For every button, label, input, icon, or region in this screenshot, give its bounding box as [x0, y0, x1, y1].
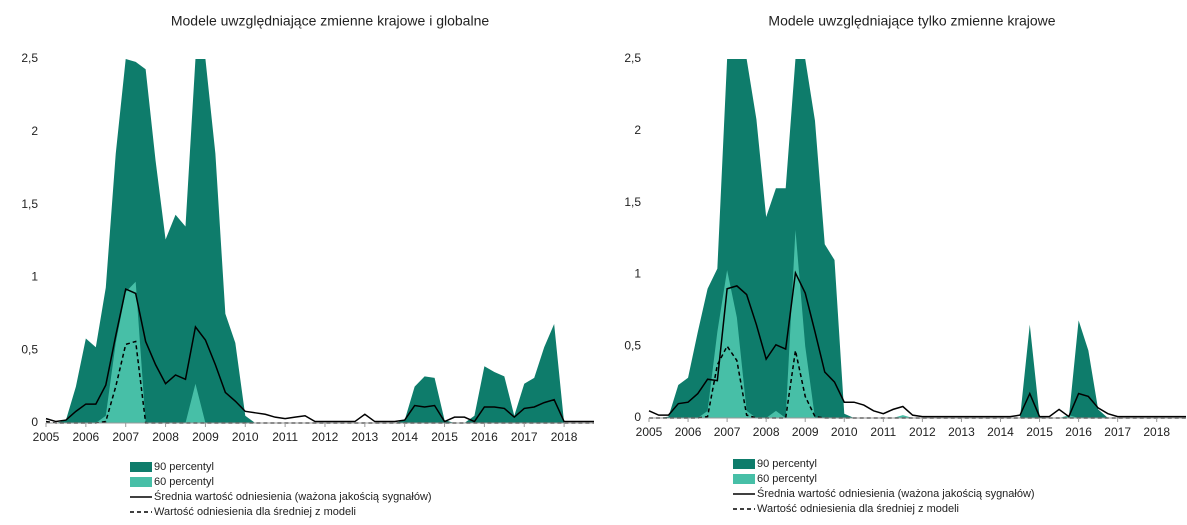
legend-swatch: [733, 474, 755, 484]
y-tick-label: 2,5: [21, 51, 38, 65]
x-tick-label: 2018: [551, 430, 578, 444]
legend-label: Średnia wartość odniesienia (ważona jako…: [757, 487, 1035, 500]
x-tick-label: 2009: [792, 425, 819, 439]
y-tick-label: 0: [31, 415, 38, 429]
legend-swatch: [130, 477, 152, 487]
area: [46, 59, 594, 423]
chart-title: Modele uwzględniające zmienne krajowe i …: [171, 13, 490, 29]
x-tick-label: 2012: [909, 425, 936, 439]
x-tick-label: 2010: [232, 430, 259, 444]
legend-label: 60 percentyl: [154, 476, 214, 488]
x-tick-label: 2016: [471, 430, 498, 444]
legend-label: Średnia wartość odniesienia (ważona jako…: [154, 490, 432, 503]
y-tick-label: 2: [634, 123, 641, 137]
y-tick-label: 2,5: [624, 51, 641, 65]
x-tick-label: 2006: [73, 430, 100, 444]
x-tick-label: 2009: [192, 430, 219, 444]
y-tick-label: 2: [31, 124, 38, 138]
x-tick-label: 2012: [312, 430, 339, 444]
y-tick-label: 0: [634, 410, 641, 424]
x-tick-label: 2016: [1065, 425, 1092, 439]
x-tick-label: 2006: [675, 425, 702, 439]
y-tick-label: 1: [31, 270, 38, 284]
legend-label: 60 percentyl: [757, 473, 817, 485]
x-tick-label: 2007: [112, 430, 139, 444]
x-tick-label: 2017: [511, 430, 538, 444]
x-tick-label: 2005: [636, 425, 663, 439]
x-tick-label: 2013: [351, 430, 378, 444]
x-tick-label: 2005: [33, 430, 60, 444]
y-tick-label: 0,5: [21, 342, 38, 356]
x-tick-label: 2014: [391, 430, 418, 444]
line: [45, 287, 594, 423]
legend-label: Wartość odniesienia dla średniej z model…: [154, 506, 356, 518]
y-tick-label: 1,5: [624, 195, 641, 209]
legend-label: 90 percentyl: [154, 461, 214, 473]
y-tick-label: 1: [634, 267, 641, 281]
x-tick-label: 2015: [431, 430, 458, 444]
line: [648, 270, 1186, 418]
x-tick-label: 2013: [948, 425, 975, 439]
x-tick-label: 2010: [831, 425, 858, 439]
chart-title: Modele uwzględniające tylko zmienne kraj…: [768, 13, 1055, 29]
legend-label: 90 percentyl: [757, 458, 817, 470]
x-tick-label: 2011: [272, 430, 298, 444]
y-tick-label: 1,5: [21, 197, 38, 211]
legend-label: Wartość odniesienia dla średniej z model…: [757, 503, 959, 515]
legend-swatch: [130, 462, 152, 472]
x-tick-label: 2018: [1143, 425, 1170, 439]
x-tick-label: 2008: [753, 425, 780, 439]
y-tick-label: 0,5: [624, 338, 641, 352]
legend-swatch: [733, 459, 755, 469]
area: [649, 59, 1186, 418]
x-tick-label: 2011: [870, 425, 896, 439]
area: [46, 281, 594, 423]
x-tick-label: 2014: [987, 425, 1014, 439]
x-tick-label: 2015: [1026, 425, 1053, 439]
x-tick-label: 2007: [714, 425, 741, 439]
x-tick-label: 2008: [152, 430, 179, 444]
x-tick-label: 2017: [1104, 425, 1131, 439]
